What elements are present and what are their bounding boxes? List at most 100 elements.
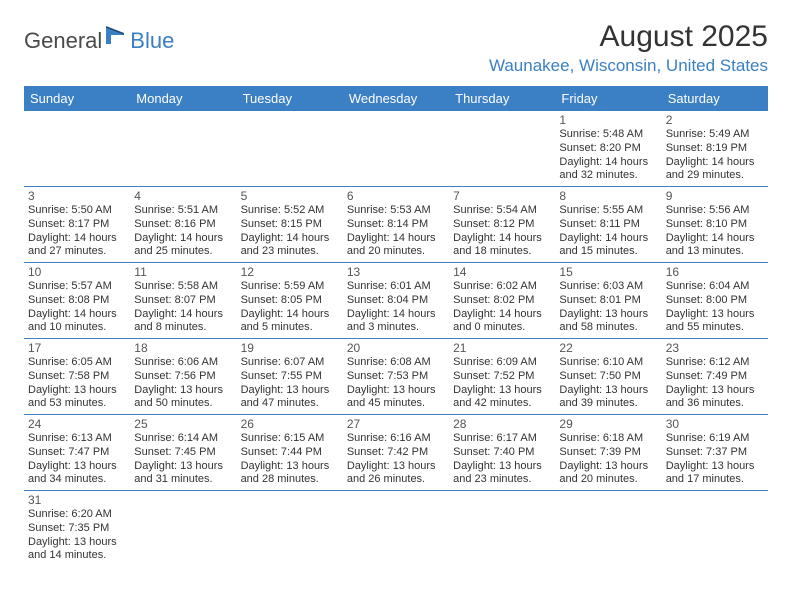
logo-general: General [24, 28, 102, 54]
daylight-text: Daylight: 13 hours [453, 460, 551, 474]
calendar-day: 11Sunrise: 5:58 AMSunset: 8:07 PMDayligh… [130, 263, 236, 339]
sunset-text: Sunset: 8:04 PM [347, 294, 445, 308]
daylight-text: and 17 minutes. [666, 473, 764, 487]
page-title: August 2025 [489, 20, 768, 54]
sunset-text: Sunset: 7:39 PM [559, 446, 657, 460]
calendar-table: SundayMondayTuesdayWednesdayThursdayFrid… [24, 86, 768, 566]
calendar-empty [237, 491, 343, 567]
day-number: 18 [134, 341, 232, 355]
day-number: 22 [559, 341, 657, 355]
daylight-text: and 20 minutes. [559, 473, 657, 487]
daylight-text: and 29 minutes. [666, 169, 764, 183]
calendar-empty [130, 111, 236, 187]
calendar-day: 3Sunrise: 5:50 AMSunset: 8:17 PMDaylight… [24, 187, 130, 263]
day-number: 30 [666, 417, 764, 431]
sunrise-text: Sunrise: 6:14 AM [134, 432, 232, 446]
daylight-text: and 3 minutes. [347, 321, 445, 335]
sunset-text: Sunset: 7:52 PM [453, 370, 551, 384]
day-number: 1 [559, 113, 657, 127]
sunset-text: Sunset: 8:08 PM [28, 294, 126, 308]
daylight-text: Daylight: 14 hours [453, 308, 551, 322]
sunset-text: Sunset: 8:19 PM [666, 142, 764, 156]
day-number: 19 [241, 341, 339, 355]
daylight-text: Daylight: 13 hours [241, 384, 339, 398]
sunrise-text: Sunrise: 6:09 AM [453, 356, 551, 370]
daylight-text: Daylight: 13 hours [559, 460, 657, 474]
sunset-text: Sunset: 8:17 PM [28, 218, 126, 232]
day-number: 2 [666, 113, 764, 127]
sunrise-text: Sunrise: 6:07 AM [241, 356, 339, 370]
calendar-day: 18Sunrise: 6:06 AMSunset: 7:56 PMDayligh… [130, 339, 236, 415]
day-header: Sunday [24, 86, 130, 111]
day-number: 21 [453, 341, 551, 355]
day-number: 17 [28, 341, 126, 355]
sunrise-text: Sunrise: 6:06 AM [134, 356, 232, 370]
calendar-day: 17Sunrise: 6:05 AMSunset: 7:58 PMDayligh… [24, 339, 130, 415]
calendar-week: 10Sunrise: 5:57 AMSunset: 8:08 PMDayligh… [24, 263, 768, 339]
calendar-day: 26Sunrise: 6:15 AMSunset: 7:44 PMDayligh… [237, 415, 343, 491]
calendar-empty [449, 111, 555, 187]
day-number: 27 [347, 417, 445, 431]
daylight-text: Daylight: 14 hours [241, 308, 339, 322]
daylight-text: Daylight: 13 hours [134, 460, 232, 474]
sunrise-text: Sunrise: 6:01 AM [347, 280, 445, 294]
daylight-text: Daylight: 14 hours [134, 308, 232, 322]
daylight-text: and 27 minutes. [28, 245, 126, 259]
daylight-text: and 45 minutes. [347, 397, 445, 411]
day-number: 26 [241, 417, 339, 431]
day-number: 6 [347, 189, 445, 203]
day-number: 28 [453, 417, 551, 431]
sunrise-text: Sunrise: 6:05 AM [28, 356, 126, 370]
sunset-text: Sunset: 8:02 PM [453, 294, 551, 308]
daylight-text: and 47 minutes. [241, 397, 339, 411]
sunset-text: Sunset: 8:12 PM [453, 218, 551, 232]
daylight-text: Daylight: 13 hours [28, 536, 126, 550]
day-number: 13 [347, 265, 445, 279]
daylight-text: Daylight: 14 hours [559, 156, 657, 170]
day-number: 23 [666, 341, 764, 355]
sunrise-text: Sunrise: 5:50 AM [28, 204, 126, 218]
daylight-text: and 42 minutes. [453, 397, 551, 411]
day-number: 25 [134, 417, 232, 431]
sunset-text: Sunset: 7:49 PM [666, 370, 764, 384]
sunrise-text: Sunrise: 6:20 AM [28, 508, 126, 522]
daylight-text: Daylight: 14 hours [28, 308, 126, 322]
day-number: 24 [28, 417, 126, 431]
calendar-empty [237, 111, 343, 187]
daylight-text: and 18 minutes. [453, 245, 551, 259]
calendar-day: 24Sunrise: 6:13 AMSunset: 7:47 PMDayligh… [24, 415, 130, 491]
calendar-empty [343, 111, 449, 187]
sunrise-text: Sunrise: 6:13 AM [28, 432, 126, 446]
sunset-text: Sunset: 7:37 PM [666, 446, 764, 460]
sunrise-text: Sunrise: 6:17 AM [453, 432, 551, 446]
calendar-day: 30Sunrise: 6:19 AMSunset: 7:37 PMDayligh… [662, 415, 768, 491]
sunset-text: Sunset: 7:42 PM [347, 446, 445, 460]
calendar-day: 31Sunrise: 6:20 AMSunset: 7:35 PMDayligh… [24, 491, 130, 567]
calendar-week: 17Sunrise: 6:05 AMSunset: 7:58 PMDayligh… [24, 339, 768, 415]
daylight-text: and 39 minutes. [559, 397, 657, 411]
calendar-empty [24, 111, 130, 187]
day-header: Saturday [662, 86, 768, 111]
calendar-day: 13Sunrise: 6:01 AMSunset: 8:04 PMDayligh… [343, 263, 449, 339]
daylight-text: Daylight: 13 hours [666, 460, 764, 474]
calendar-day: 12Sunrise: 5:59 AMSunset: 8:05 PMDayligh… [237, 263, 343, 339]
calendar-day: 5Sunrise: 5:52 AMSunset: 8:15 PMDaylight… [237, 187, 343, 263]
day-header: Friday [555, 86, 661, 111]
calendar-body: 1Sunrise: 5:48 AMSunset: 8:20 PMDaylight… [24, 111, 768, 566]
sunrise-text: Sunrise: 6:18 AM [559, 432, 657, 446]
daylight-text: and 25 minutes. [134, 245, 232, 259]
calendar-day: 14Sunrise: 6:02 AMSunset: 8:02 PMDayligh… [449, 263, 555, 339]
sunrise-text: Sunrise: 6:02 AM [453, 280, 551, 294]
day-number: 5 [241, 189, 339, 203]
sunset-text: Sunset: 7:35 PM [28, 522, 126, 536]
daylight-text: Daylight: 14 hours [241, 232, 339, 246]
day-header-row: SundayMondayTuesdayWednesdayThursdayFrid… [24, 86, 768, 111]
sunrise-text: Sunrise: 6:16 AM [347, 432, 445, 446]
day-number: 14 [453, 265, 551, 279]
daylight-text: Daylight: 13 hours [241, 460, 339, 474]
sunrise-text: Sunrise: 5:57 AM [28, 280, 126, 294]
sunrise-text: Sunrise: 5:58 AM [134, 280, 232, 294]
daylight-text: and 10 minutes. [28, 321, 126, 335]
daylight-text: Daylight: 13 hours [666, 384, 764, 398]
daylight-text: Daylight: 14 hours [28, 232, 126, 246]
